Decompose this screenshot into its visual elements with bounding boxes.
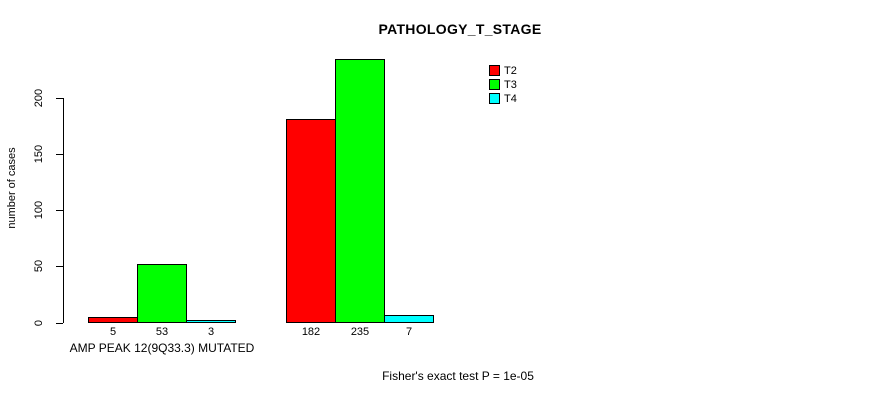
legend-swatch-t2 bbox=[489, 65, 500, 76]
bar-value-label: 3 bbox=[207, 326, 215, 338]
y-tick-mark bbox=[56, 266, 63, 267]
y-tick-label: 200 bbox=[33, 88, 45, 108]
legend-swatch-t3 bbox=[489, 79, 500, 90]
bar-value-label: 5 bbox=[109, 326, 117, 338]
y-tick-label: 0 bbox=[33, 319, 45, 327]
y-tick-label: 150 bbox=[33, 144, 45, 164]
chart-title: PATHOLOGY_T_STAGE bbox=[378, 21, 542, 37]
bar-value-label: 235 bbox=[350, 326, 370, 338]
bar-t3-group2 bbox=[335, 59, 385, 323]
y-tick-label: 50 bbox=[33, 259, 45, 273]
footer-note: Fisher's exact test P = 1e-05 bbox=[382, 369, 534, 383]
bar-t2-group1 bbox=[88, 317, 138, 323]
legend-swatch-t4 bbox=[489, 93, 500, 104]
bar-t3-group1 bbox=[137, 264, 187, 323]
bar-value-label: 53 bbox=[155, 326, 169, 338]
bar-value-label: 7 bbox=[405, 326, 413, 338]
bar-value-label: 182 bbox=[301, 326, 321, 338]
legend-label: T3 bbox=[504, 79, 517, 91]
y-tick-mark bbox=[56, 323, 63, 324]
y-tick-label: 100 bbox=[33, 200, 45, 220]
legend-label: T4 bbox=[504, 93, 517, 105]
bar-t4-group1 bbox=[186, 320, 236, 323]
y-tick-mark bbox=[56, 210, 63, 211]
y-axis-line bbox=[63, 98, 64, 323]
legend-label: T2 bbox=[504, 65, 517, 77]
x-axis-group-label: AMP PEAK 12(9Q33.3) MUTATED bbox=[69, 341, 255, 355]
y-tick-mark bbox=[56, 98, 63, 99]
y-tick-mark bbox=[56, 154, 63, 155]
bar-t2-group2 bbox=[286, 119, 336, 323]
bar-t4-group2 bbox=[384, 315, 434, 323]
y-axis-label: number of cases bbox=[6, 147, 18, 229]
